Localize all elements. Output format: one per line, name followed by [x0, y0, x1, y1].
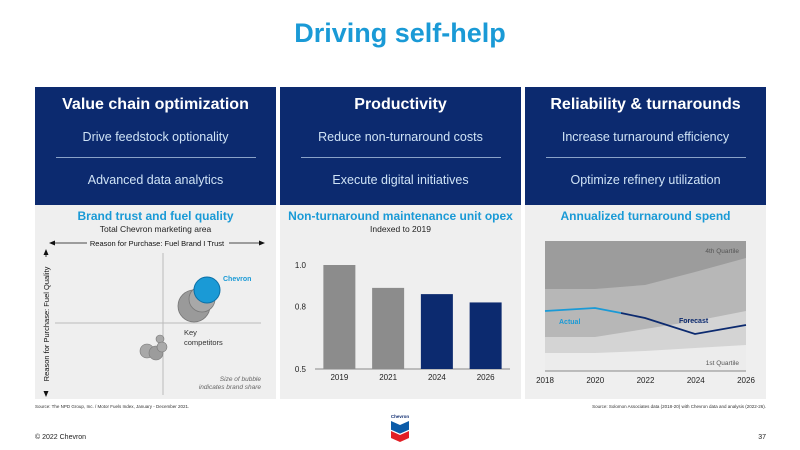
- competitors-label: competitors: [184, 338, 223, 347]
- panel-item: Drive feedstock optionality: [82, 130, 229, 144]
- panel-item: Increase turnaround efficiency: [561, 130, 730, 144]
- actual-line: [544, 307, 622, 314]
- chevron-label: Chevron: [223, 276, 251, 283]
- y-tick-label: 0.8: [295, 303, 307, 312]
- x-tick-label: 2021: [379, 373, 397, 382]
- column-value-chain: Value chain optimization Drive feedstock…: [35, 87, 276, 399]
- panel-heading: Value chain optimization: [62, 96, 249, 113]
- page-title: Driving self-help: [294, 18, 506, 48]
- column-reliability: Reliability & turnarounds Increase turna…: [525, 87, 766, 399]
- turnaround-chart: Annualized turnaround spend Actual Forec…: [525, 205, 766, 399]
- label-bg: [40, 257, 52, 391]
- arrow-right-icon: [259, 240, 265, 246]
- y-axis-label: Reason for Purchase: Fuel Quality: [42, 266, 51, 381]
- chevron-logo-icon: Chevron: [390, 414, 410, 442]
- turnaround-area-svg: Actual Forecast 4th Quartile 1st Quartil…: [536, 241, 755, 385]
- bar: [372, 287, 405, 369]
- logo-shield-lower: [391, 431, 409, 442]
- forecast-line: [620, 312, 747, 335]
- chart-subtitle: Indexed to 2019: [370, 224, 431, 234]
- copyright: © 2022 Chevron: [35, 434, 87, 441]
- arrow-left-icon: [49, 240, 55, 246]
- panel-heading: Productivity: [354, 96, 447, 113]
- bar: [323, 265, 356, 369]
- chart-title: Brand trust and fuel quality: [77, 209, 234, 223]
- x-tick-label: 2026: [477, 373, 495, 382]
- actual-label: Actual: [559, 319, 580, 326]
- chevron-bubble: [193, 276, 221, 304]
- x-axis-label: Reason for Purchase: Fuel Brand I Trust: [90, 239, 225, 248]
- divider: [545, 157, 746, 158]
- panel-item: Reduce non-turnaround costs: [318, 130, 483, 144]
- x-tick-group: 2018 2020 2022 2024 2026: [536, 376, 755, 385]
- band-top-label: 4th Quartile: [705, 248, 739, 255]
- bar: [469, 302, 502, 369]
- x-tick-label: 2026: [737, 376, 755, 385]
- y-tick-label: 1.0: [295, 261, 307, 270]
- panel-item: Optimize refinery utilization: [570, 173, 721, 187]
- competitors-label: Key: [184, 328, 197, 337]
- chart-caption: Total Chevron marketing area: [99, 224, 212, 234]
- arrow-down-icon: [43, 391, 49, 397]
- quartile-band-1: [545, 345, 746, 371]
- competitor-bubble: [156, 341, 168, 353]
- x-tick-label: 2020: [586, 376, 604, 385]
- bubble-note: indicates brand share: [199, 384, 262, 391]
- source-right: Source: Solomon Associates data (2018-20…: [592, 404, 766, 409]
- opex-bar-svg: 0.5 0.8 1.0 2019 2021 2024 2026: [295, 261, 510, 382]
- x-tick-label: 2024: [687, 376, 705, 385]
- source-left: Source: The NPD Group, Inc. / Motor Fuel…: [35, 404, 190, 409]
- x-tick-label: 2022: [637, 376, 655, 385]
- x-tick-label: 2024: [428, 373, 446, 382]
- panel-value-chain: Value chain optimization Drive feedstock…: [35, 87, 276, 205]
- panel-reliability: Reliability & turnarounds Increase turna…: [525, 87, 766, 205]
- divider: [55, 157, 256, 158]
- logo-shield-upper: [391, 421, 409, 434]
- divider: [300, 157, 501, 158]
- chart-title: Non-turnaround maintenance unit opex: [288, 209, 513, 223]
- forecast-label: Forecast: [679, 318, 709, 325]
- page-number: 37: [758, 434, 766, 441]
- panel-item: Advanced data analytics: [87, 173, 224, 187]
- brand-svg: Reason for Purchase: Fuel Brand I Trust …: [40, 237, 265, 397]
- x-tick-label: 2019: [330, 373, 348, 382]
- panel-productivity: Productivity Reduce non-turnaround costs…: [280, 87, 521, 205]
- brand-trust-chart: Brand trust and fuel quality Total Chevr…: [35, 205, 276, 399]
- arrow-up-icon: [43, 249, 49, 255]
- logo-divider: [390, 429, 410, 435]
- y-tick-label: 0.5: [295, 365, 307, 374]
- panel-item: Execute digital initiatives: [332, 173, 469, 187]
- x-tick-label: 2018: [536, 376, 554, 385]
- label-bg: [87, 237, 229, 249]
- opex-chart: Non-turnaround maintenance unit opex Ind…: [280, 205, 521, 399]
- logo-text: Chevron: [391, 414, 410, 419]
- panel-heading: Reliability & turnarounds: [550, 96, 741, 113]
- bar: [420, 294, 453, 369]
- column-productivity: Productivity Reduce non-turnaround costs…: [280, 87, 521, 399]
- chart-title: Annualized turnaround spend: [560, 209, 731, 223]
- band-bottom-label: 1st Quartile: [706, 360, 740, 367]
- bubble-note: Size of bubble: [220, 376, 262, 383]
